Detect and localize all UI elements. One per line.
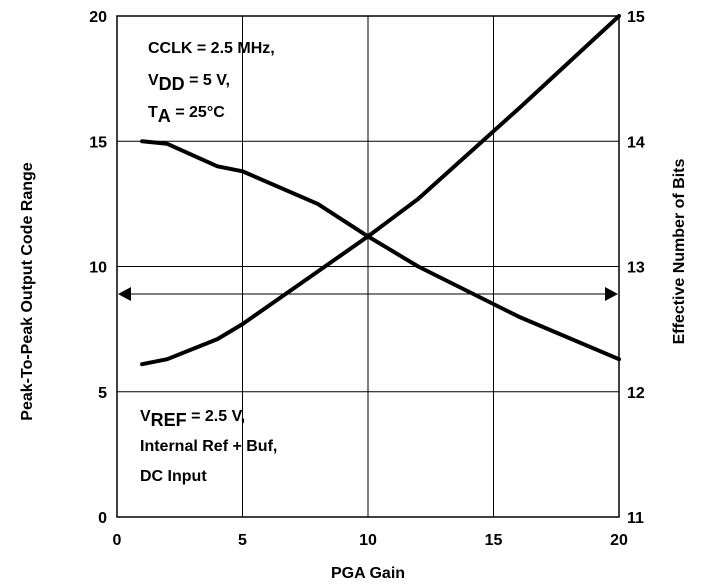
series-line-2 [140, 139, 621, 362]
plot-frame [116, 15, 620, 518]
annotation-reference: VREF = 2.5 V, Internal Ref + Buf, DC Input [140, 408, 277, 485]
x-tick-label: 10 [359, 532, 377, 549]
y-axis-right-title: Effective Number of Bits [671, 158, 688, 344]
annotation-line: Internal Ref + Buf, [140, 438, 277, 455]
y-right-tick-label: 12 [627, 385, 645, 402]
y-left-tick-label: 5 [98, 385, 107, 402]
x-tick-label: 5 [238, 532, 247, 549]
y-left-tick-label: 20 [89, 9, 107, 26]
y-axis-left-title: Peak-To-Peak Output Code Range [19, 162, 36, 421]
reference-arrow [118, 287, 618, 302]
annotation-conditions: CCLK = 2.5 MHz, VDD = 5 V, TA = 25°C [148, 40, 275, 126]
y-left-tick-label: 0 [98, 510, 107, 527]
x-tick-label: 20 [610, 532, 628, 549]
series-layer [140, 14, 621, 367]
tick-labels: 0 5 10 15 20 0 5 10 15 20 11 12 13 14 15 [89, 9, 645, 549]
y-right-tick-label: 13 [627, 260, 645, 277]
x-tick-label: 15 [485, 532, 503, 549]
x-axis-title: PGA Gain [331, 565, 405, 582]
y-right-tick-label: 11 [627, 510, 644, 527]
y-right-tick-label: 14 [627, 134, 645, 151]
annotation-line: CCLK = 2.5 MHz, [148, 40, 275, 57]
y-left-tick-label: 10 [89, 260, 107, 277]
annotation-line: VDD = 5 V, [148, 72, 230, 94]
series-line-1 [140, 14, 621, 367]
annotation-line: DC Input [140, 468, 207, 485]
arrow-head-left [118, 287, 131, 302]
annotation-line: TA = 25°C [148, 104, 225, 126]
y-right-tick-label: 15 [627, 9, 645, 26]
arrow-head-right [605, 287, 618, 302]
y-left-tick-label: 15 [89, 134, 107, 151]
x-tick-label: 0 [113, 532, 122, 549]
annotation-line: VREF = 2.5 V, [140, 408, 245, 430]
